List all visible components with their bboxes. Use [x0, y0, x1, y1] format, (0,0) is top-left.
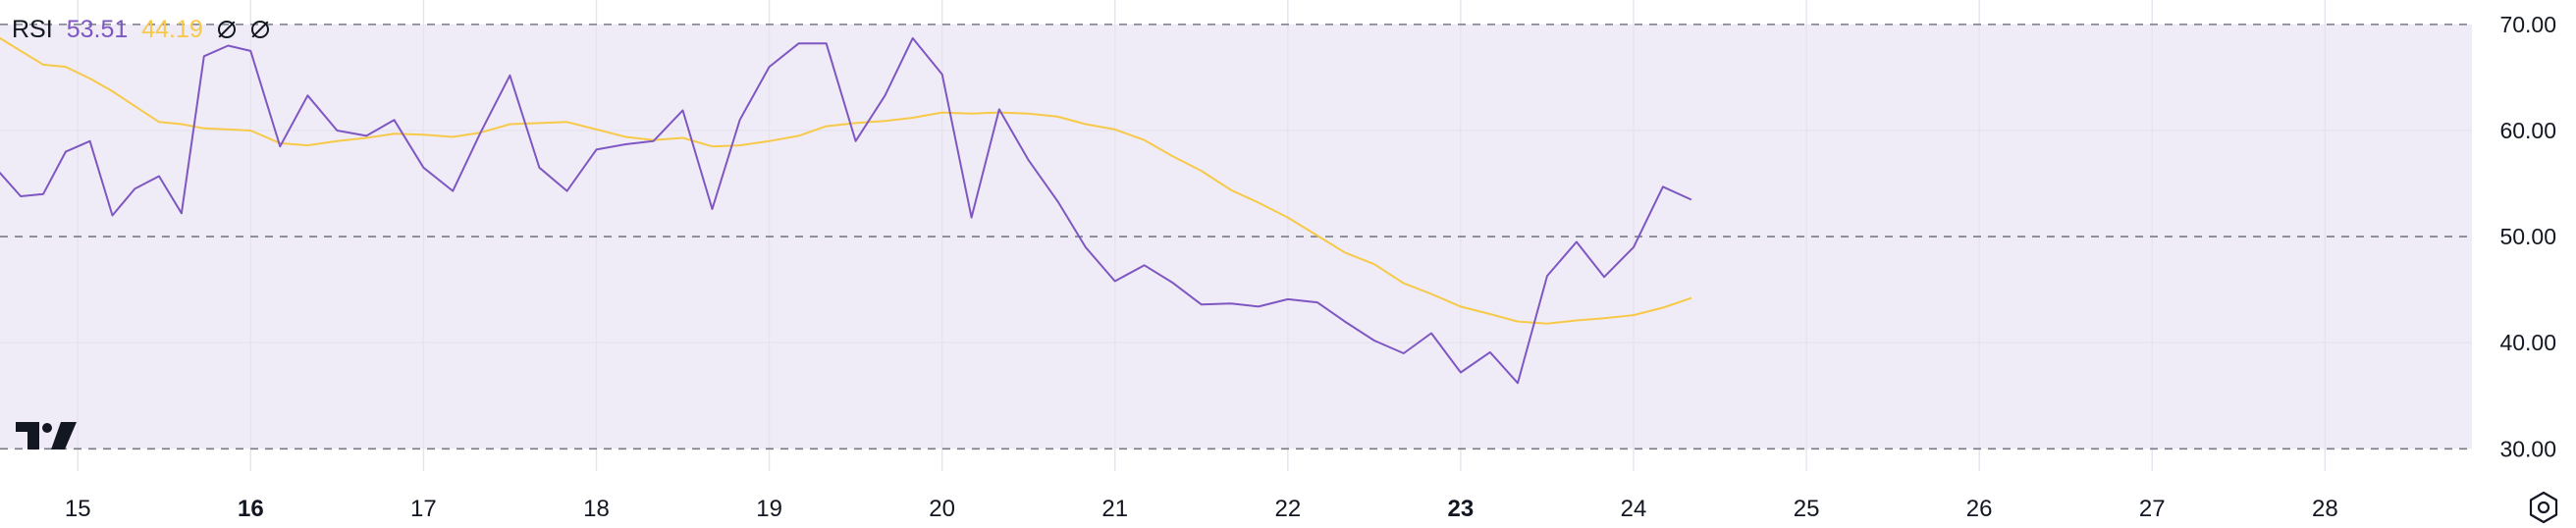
time-scale: 15 16 17 18 19 20 21 22 23 24 25 26 27 28: [65, 496, 2338, 522]
x-tick-label: 23: [1448, 496, 1475, 522]
horizontal-gridlines: [0, 130, 2472, 343]
x-tick-label: 16: [238, 496, 264, 522]
x-tick-label: 18: [583, 496, 610, 522]
y-tick-label: 60.00: [2499, 118, 2556, 143]
x-tick-label: 20: [929, 496, 955, 522]
x-tick-label: 21: [1101, 496, 1128, 522]
rsi-line: [0, 36, 1692, 385]
x-tick-label: 25: [1794, 496, 1820, 522]
ma-value: 44.19: [141, 15, 203, 43]
y-tick-label: 70.00: [2499, 12, 2556, 37]
x-tick-label: 15: [65, 496, 91, 522]
x-tick-label: 26: [1966, 496, 1993, 522]
series-layer: [0, 36, 1692, 385]
x-tick-label: 28: [2312, 496, 2338, 522]
rsi-value: 53.51: [66, 15, 129, 43]
tradingview-logo-icon[interactable]: [16, 422, 77, 449]
y-tick-label: 30.00: [2499, 436, 2556, 461]
price-scale: 70.00 60.00 50.00 40.00 30.00: [2499, 12, 2556, 461]
rsi-band-fill: [0, 24, 2472, 449]
x-tick-label: 27: [2139, 496, 2166, 522]
x-tick-label: 22: [1274, 496, 1301, 522]
x-tick-label: 24: [1621, 496, 1647, 522]
indicator-name[interactable]: RSI: [12, 15, 53, 43]
x-tick-label: 17: [410, 496, 437, 522]
rsi-ma-line: [0, 36, 1692, 325]
y-tick-label: 50.00: [2499, 224, 2556, 249]
settings-icon[interactable]: [2527, 491, 2560, 524]
vertical-gridlines: [77, 0, 2327, 471]
hide-icon[interactable]: [250, 20, 270, 39]
indicator-legend[interactable]: RSI 53.51 44.19: [12, 10, 270, 49]
x-tick-label: 19: [756, 496, 782, 522]
hide-icon[interactable]: [217, 20, 237, 39]
y-tick-label: 40.00: [2499, 330, 2556, 355]
